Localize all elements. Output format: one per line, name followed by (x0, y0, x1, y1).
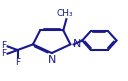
Text: F: F (1, 49, 6, 58)
Text: N: N (48, 55, 56, 64)
Text: N: N (73, 39, 81, 49)
Text: F: F (15, 58, 20, 67)
Text: F: F (1, 41, 6, 50)
Text: CH₃: CH₃ (57, 9, 73, 18)
